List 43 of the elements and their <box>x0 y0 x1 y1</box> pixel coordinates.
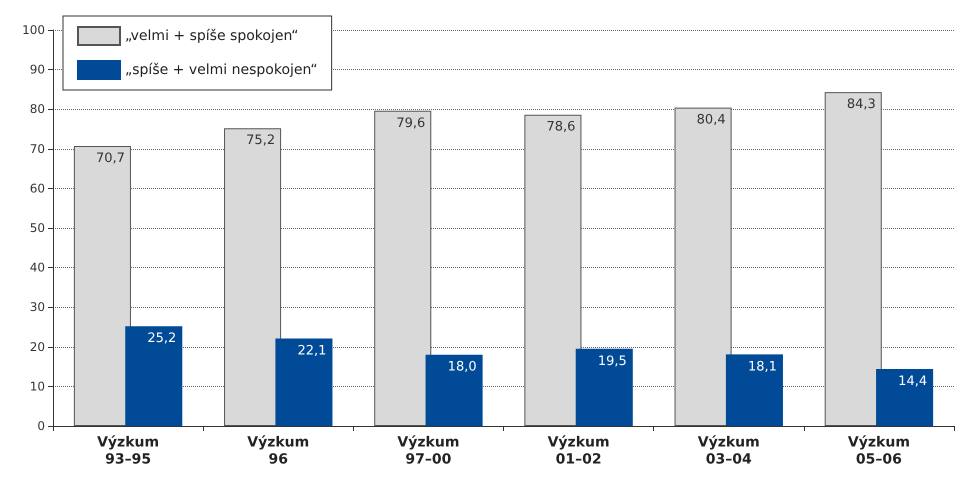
bar <box>125 326 182 426</box>
y-tick-label: 0 <box>37 419 45 433</box>
x-tick-label: Výzkum 97–00 <box>397 434 460 468</box>
data-label: 14,4 <box>898 374 928 389</box>
x-tick-label: Výzkum 05–06 <box>848 434 910 468</box>
bar <box>824 92 882 426</box>
data-label: 75,2 <box>246 133 276 148</box>
bar <box>374 110 432 426</box>
y-tick-label: 90 <box>30 62 45 77</box>
x-tick-label: Výzkum 03–04 <box>698 434 760 468</box>
bar <box>275 338 332 426</box>
legend-label: „velmi + spíše spokojen“ <box>125 28 299 44</box>
x-tick-label: Výzkum 96 <box>247 434 310 468</box>
data-label: 80,4 <box>696 112 726 128</box>
y-tick-label: 20 <box>30 340 45 354</box>
y-tick-label: 30 <box>30 300 45 314</box>
bar <box>674 108 732 426</box>
data-label: 70,7 <box>96 151 125 166</box>
data-label: 19,5 <box>598 354 627 369</box>
bar <box>876 368 934 426</box>
legend-label: „spíše + velmi nespokojen“ <box>125 62 318 78</box>
y-tick-label: 60 <box>30 181 45 196</box>
bar <box>576 348 633 426</box>
bar <box>224 128 282 426</box>
x-tick-label: Výzkum 01–02 <box>548 434 610 468</box>
bar <box>426 354 483 426</box>
y-tick-label: 10 <box>30 379 45 394</box>
y-tick-label: 100 <box>22 23 45 37</box>
data-label: 18,0 <box>448 360 477 375</box>
y-tick-label: 70 <box>30 142 45 156</box>
bar <box>74 146 131 426</box>
bar <box>726 354 783 426</box>
y-tick-label: 80 <box>30 102 45 116</box>
bar <box>524 114 582 426</box>
data-label: 22,1 <box>298 343 326 358</box>
data-label: 79,6 <box>396 116 426 131</box>
data-label: 78,6 <box>546 120 576 135</box>
data-label: 84,3 <box>846 97 876 112</box>
y-tick-label: 50 <box>30 221 45 235</box>
data-label: 25,2 <box>147 331 176 346</box>
data-label: 18,1 <box>748 359 777 374</box>
y-tick-label: 40 <box>30 260 45 275</box>
x-tick-label: Výzkum 93–95 <box>97 434 160 468</box>
